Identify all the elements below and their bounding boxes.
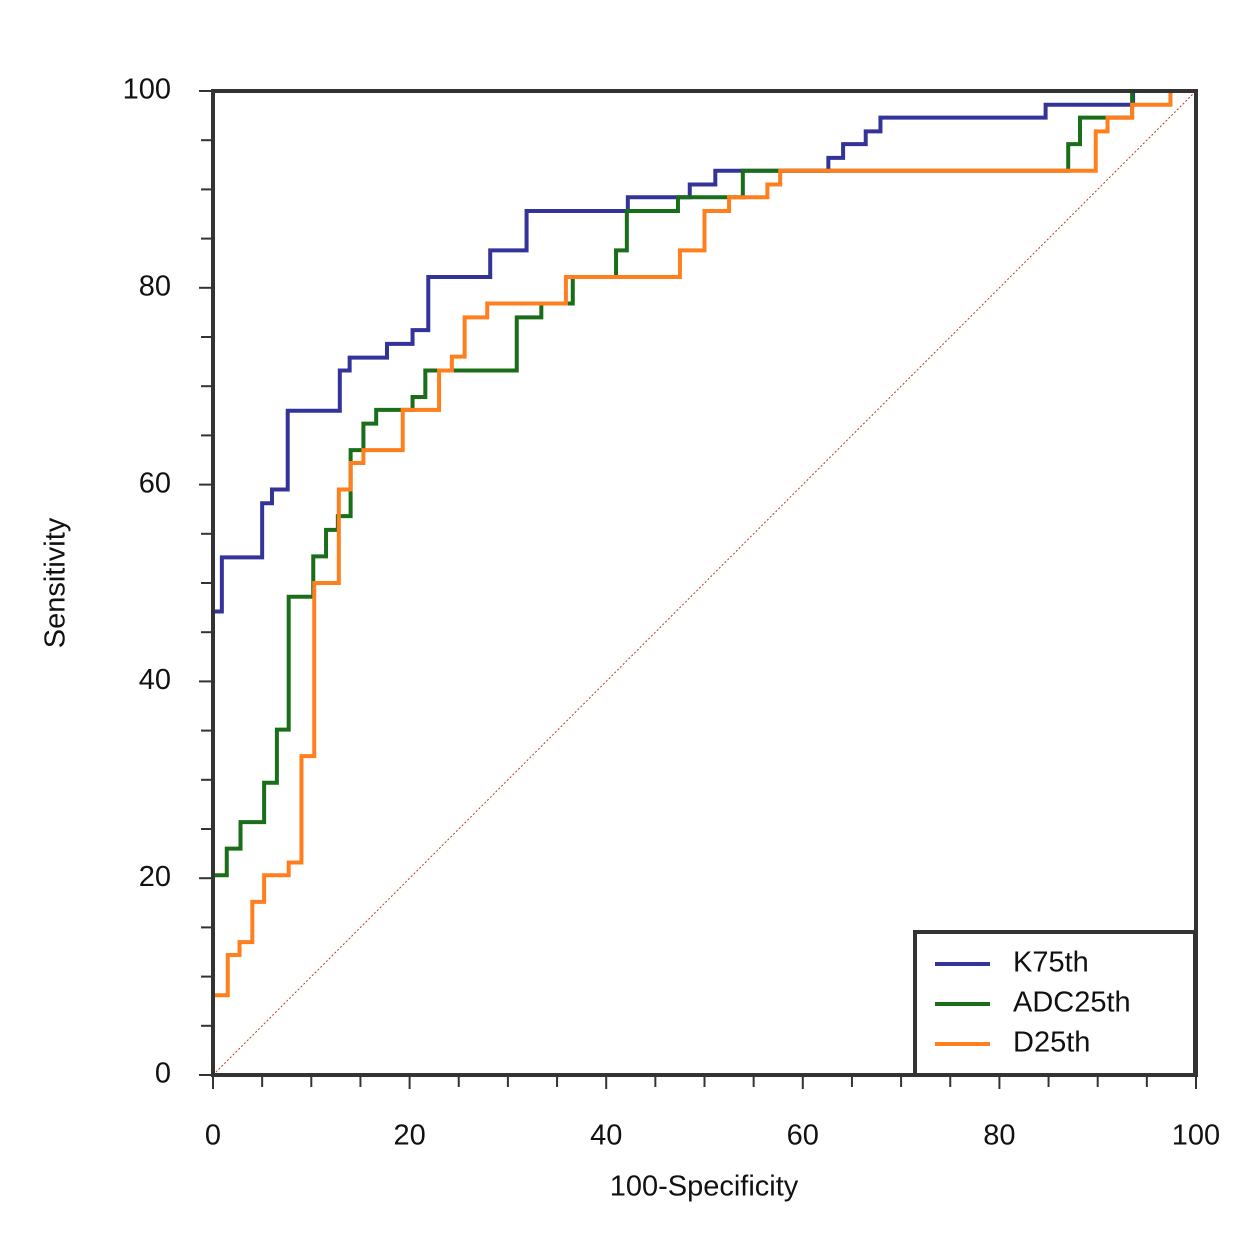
legend: K75th ADC25th D25th bbox=[913, 930, 1197, 1077]
x-tick-label: 0 bbox=[205, 1120, 221, 1152]
y-axis-label: Sensitivity bbox=[40, 517, 72, 648]
roc-line bbox=[211, 89, 1196, 1075]
x-tick-label: 20 bbox=[393, 1120, 425, 1152]
legend-label: D25th bbox=[1013, 1027, 1090, 1059]
y-tick-label: 40 bbox=[139, 664, 171, 696]
legend-label: K75th bbox=[1013, 947, 1089, 979]
x-tick-label: 80 bbox=[983, 1120, 1015, 1152]
y-tick-label: 0 bbox=[155, 1058, 171, 1090]
x-tick-label: 40 bbox=[590, 1120, 622, 1152]
y-tick-label: 80 bbox=[139, 270, 171, 302]
y-tick-label: 100 bbox=[123, 74, 171, 106]
x-tick-label: 100 bbox=[1172, 1120, 1220, 1152]
y-tick-label: 20 bbox=[139, 861, 171, 893]
plot-frame bbox=[211, 89, 1198, 1077]
x-axis-label: 100-Specificity bbox=[610, 1171, 799, 1203]
y-tick-label: 60 bbox=[139, 467, 171, 499]
roc-line bbox=[211, 89, 1196, 1075]
legend-label: ADC25th bbox=[1013, 987, 1131, 1019]
x-tick-label: 60 bbox=[787, 1120, 819, 1152]
